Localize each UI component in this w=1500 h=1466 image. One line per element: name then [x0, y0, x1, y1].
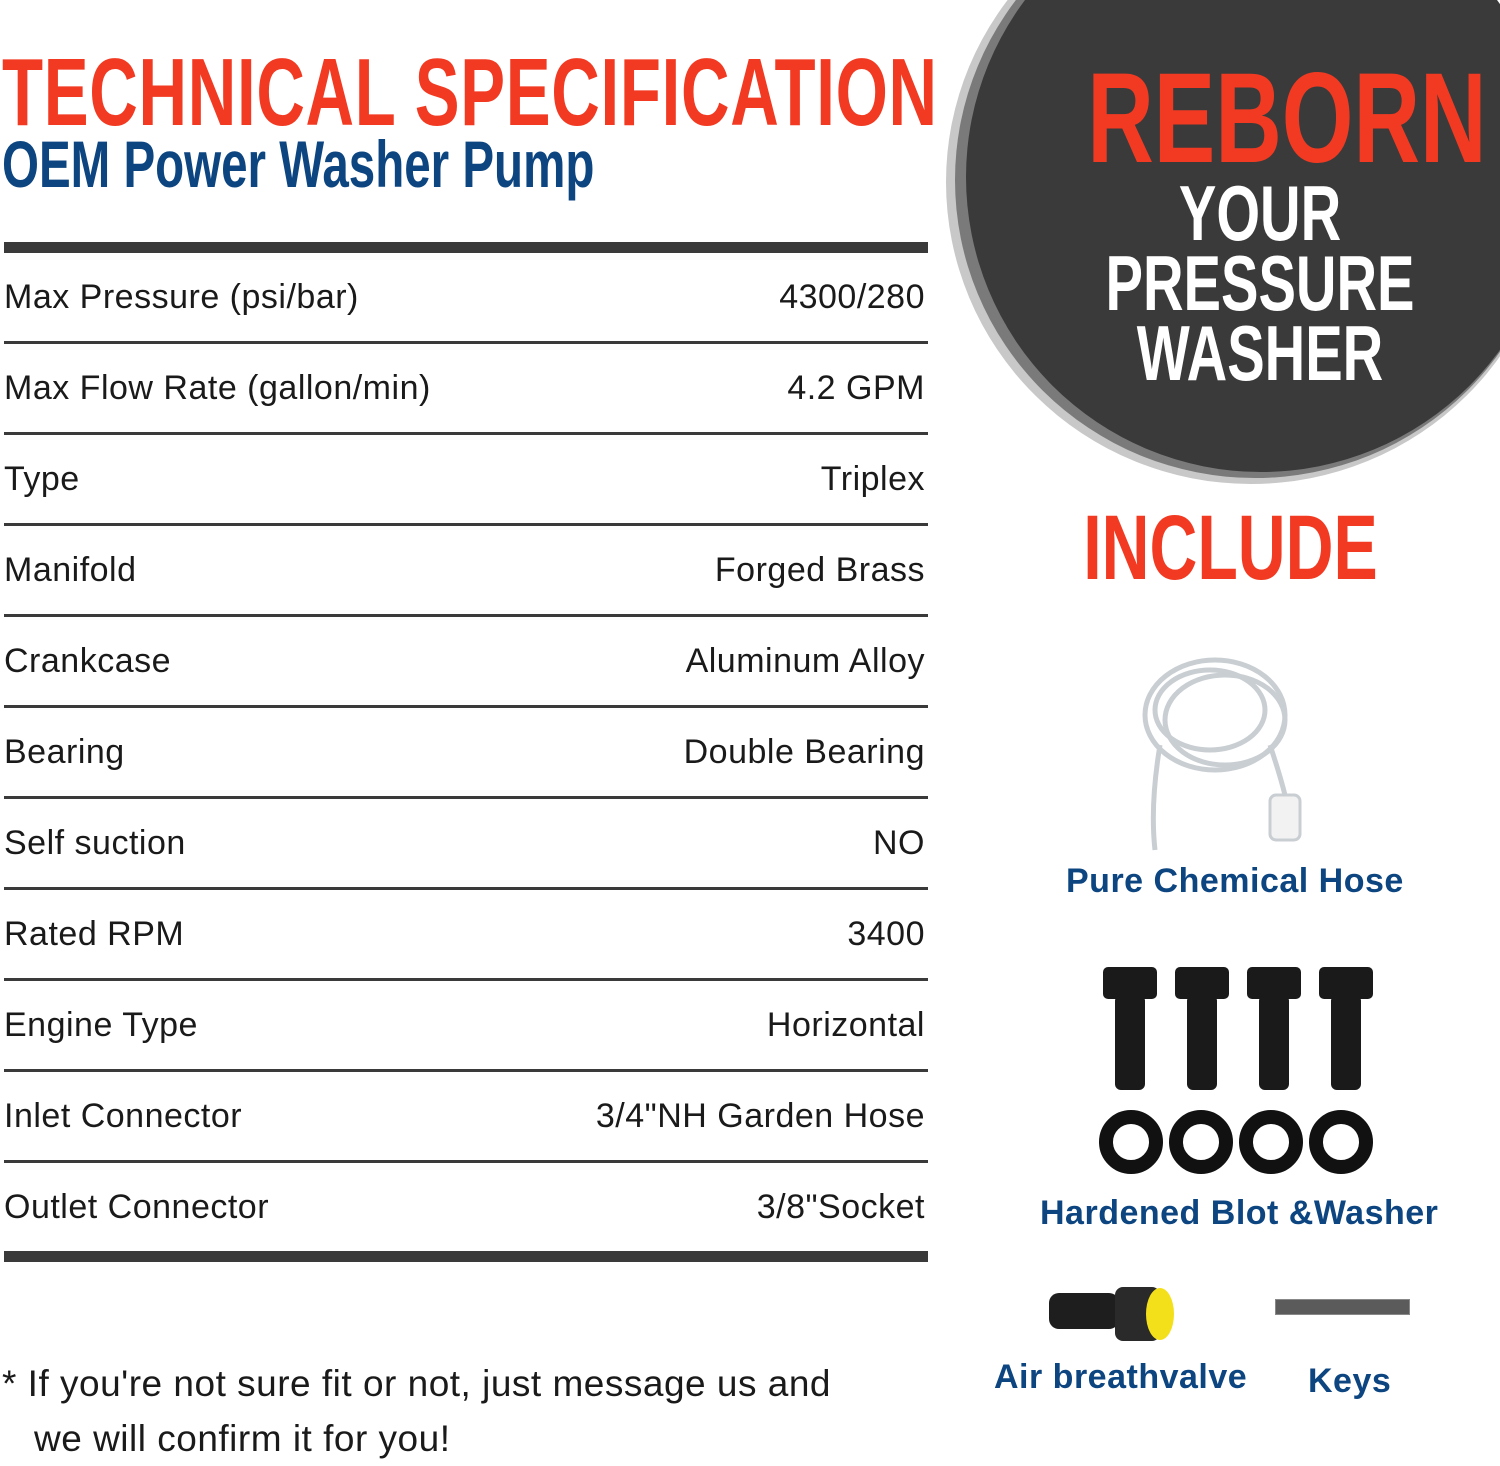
badge-reborn: REBORN	[1087, 47, 1487, 190]
page-title: TECHNICAL SPECIFICATION	[2, 39, 938, 146]
include-item-label: Hardened Blot &Washer	[1040, 1194, 1439, 1232]
include-heading: INCLUDE	[1082, 497, 1378, 599]
spec-label: Type	[4, 459, 80, 498]
spec-label: Engine Type	[4, 1005, 198, 1044]
chemical-hose-image	[1142, 657, 1302, 851]
spec-row: Self suction NO	[4, 799, 928, 890]
badge-line-washer: WASHER	[1136, 309, 1384, 397]
spec-value: Double Bearing	[683, 732, 925, 771]
spec-label: Inlet Connector	[4, 1096, 243, 1135]
badge-text: REBORN YOUR PRESSURE WASHER	[1020, 47, 1500, 397]
badge-line-pressure: PRESSURE	[1105, 239, 1415, 327]
spec-row: Engine Type Horizontal	[4, 981, 928, 1072]
spec-label: Crankcase	[4, 641, 172, 680]
spec-row: Type Triplex	[4, 435, 928, 526]
spec-label: Manifold	[4, 550, 137, 589]
spec-value: Triplex	[820, 459, 925, 498]
spec-value: Horizontal	[766, 1005, 925, 1044]
spec-value: Aluminum Alloy	[685, 641, 925, 680]
spec-label: Max Pressure (psi/bar)	[4, 277, 359, 316]
bolts-washers-image	[1099, 967, 1373, 1174]
spec-label: Outlet Connector	[4, 1187, 270, 1226]
table-top-rule	[4, 242, 928, 253]
spec-value: 3400	[847, 914, 925, 953]
spec-value: NO	[873, 823, 925, 862]
spec-value: 4300/280	[779, 277, 925, 316]
footnote: * If you're not sure fit or not, just me…	[2, 1356, 831, 1466]
spec-row: Max Flow Rate (gallon/min) 4.2 GPM	[4, 344, 928, 435]
footnote-line-1: * If you're not sure fit or not, just me…	[2, 1363, 831, 1404]
spec-row: Bearing Double Bearing	[4, 708, 928, 799]
badge-line-your: YOUR	[1178, 169, 1342, 257]
spec-label: Max Flow Rate (gallon/min)	[4, 368, 431, 407]
spec-label: Self suction	[4, 823, 186, 862]
spec-value: 3/8"Socket	[756, 1187, 925, 1226]
spec-row: Manifold Forged Brass	[4, 526, 928, 617]
spec-row: Crankcase Aluminum Alloy	[4, 617, 928, 708]
include-item-label: Air breathvalve	[994, 1358, 1248, 1396]
spec-table: Max Pressure (psi/bar) 4300/280 Max Flow R…	[4, 242, 928, 1262]
spec-row: Max Pressure (psi/bar) 4300/280	[4, 253, 928, 344]
include-item-label: Pure Chemical Hose	[1066, 862, 1404, 900]
spec-row: Outlet Connector 3/8"Socket	[4, 1163, 928, 1251]
spec-label: Rated RPM	[4, 914, 185, 953]
spec-row: Rated RPM 3400	[4, 890, 928, 981]
spec-value: 3/4"NH Garden Hose	[595, 1096, 925, 1135]
spec-value: Forged Brass	[714, 550, 925, 589]
spec-label: Bearing	[4, 732, 125, 771]
key-image	[1275, 1299, 1410, 1315]
spec-row: Inlet Connector 3/4"NH Garden Hose	[4, 1072, 928, 1163]
page-subtitle: OEM Power Washer Pump	[2, 127, 595, 201]
include-item-label: Keys	[1308, 1362, 1392, 1400]
footnote-line-2: we will confirm it for you!	[34, 1418, 451, 1459]
spec-value: 4.2 GPM	[787, 368, 925, 407]
table-bottom-rule	[4, 1251, 928, 1262]
air-breather-valve-image	[1049, 1287, 1174, 1341]
